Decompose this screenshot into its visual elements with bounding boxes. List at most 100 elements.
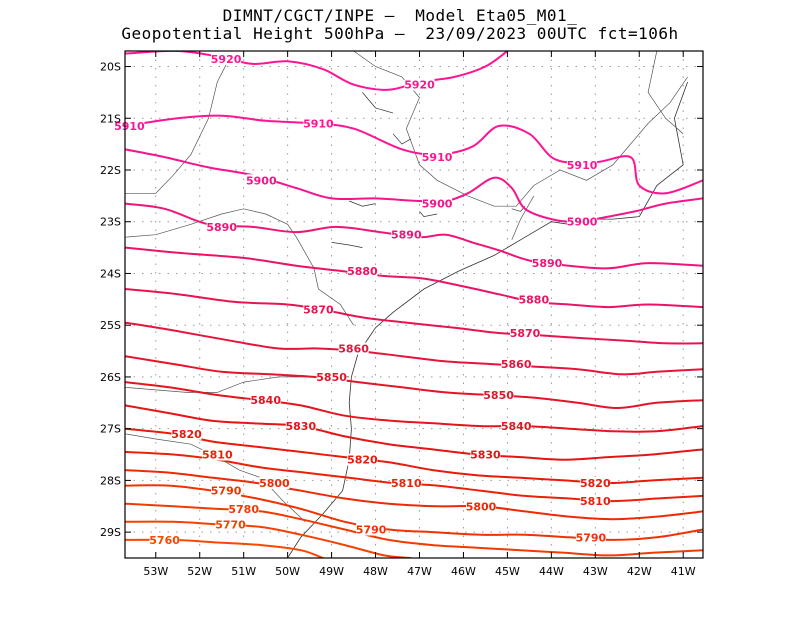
contour-label-bg: [483, 389, 514, 401]
contour-label-bg: [250, 394, 281, 407]
contour-label: 5860: [501, 358, 532, 371]
state-border: [125, 56, 231, 194]
axis-labels: 20S 21S 22S 23S 24S 25S 26S 27S 28S 29S 53W 52W 51W 5…: [100, 61, 696, 579]
contour-5880: [125, 246, 703, 309]
contour-label-bg: [391, 477, 422, 489]
contour-label-bg: [215, 518, 246, 531]
lon-label: 49W: [319, 565, 344, 578]
state-border: [125, 433, 306, 523]
contour-5770: [125, 520, 412, 558]
contour-label-bg: [114, 120, 145, 132]
contour-label-bg: [575, 531, 606, 544]
contour-label-bg: [316, 370, 347, 383]
contour-label: 5850: [316, 371, 347, 384]
contour-label: 5810: [202, 449, 233, 462]
axis-ticks: [125, 51, 703, 558]
contour-5800: [125, 469, 703, 521]
map-title-line2: Geopotential Height 500hPa – 23/09/2023 …: [121, 24, 679, 43]
contour-label: 5870: [510, 327, 541, 340]
contour-label: 5830: [285, 420, 316, 433]
contour-label: 5810: [391, 477, 422, 490]
lon-label: 44W: [539, 565, 564, 578]
contour-label-bg: [391, 228, 422, 241]
contour-label: 5820: [171, 428, 202, 441]
contour-label-bg: [567, 215, 598, 228]
contour-label-bg: [567, 158, 598, 171]
contour-label: 5890: [532, 257, 563, 270]
contour-label: 5800: [259, 477, 290, 490]
contour-label: 5840: [250, 394, 281, 407]
map-background: [125, 51, 703, 558]
contour-label: 5910: [422, 151, 453, 164]
map-title-line1: DIMNT/CGCT/INPE – Model Eta05_M01_: [222, 6, 578, 25]
contour-label-bg: [580, 477, 611, 489]
contour-labels: 5920 5920 5910 5910 5910 5910 5900 5900 5900 5890…: [114, 52, 611, 547]
lon-label: 45W: [495, 565, 520, 578]
contour-label-bg: [347, 453, 378, 466]
contour-label: 5790: [211, 485, 242, 498]
contour-label-bg: [510, 327, 540, 339]
contour-label-bg: [518, 293, 549, 306]
lon-label: 46W: [451, 565, 476, 578]
contour-label-bg: [246, 174, 277, 187]
contour-label-bg: [466, 500, 496, 513]
contour-label-bg: [347, 264, 378, 277]
contour-5860: [125, 321, 703, 376]
contour-label-bg: [532, 257, 562, 270]
lon-label: 47W: [407, 565, 432, 578]
lat-label: 26S: [100, 371, 121, 384]
reservoir-outline: [331, 242, 363, 248]
contour-label-bg: [149, 533, 180, 546]
contour-label-bg: [228, 502, 259, 515]
state-border: [647, 51, 684, 135]
contour-label: 5920: [404, 79, 435, 92]
contour-label: 5810: [580, 495, 611, 508]
contour-label-bg: [422, 151, 453, 164]
contour-label-bg: [259, 477, 290, 489]
contour-label: 5820: [580, 477, 611, 490]
lat-label: 28S: [100, 474, 121, 487]
contour-5780: [125, 502, 703, 557]
contour-label: 5820: [347, 454, 378, 467]
contour-label-bg: [356, 523, 387, 536]
contour-label-bg: [171, 427, 202, 440]
contour-label: 5900: [567, 216, 598, 229]
lon-label: 52W: [187, 565, 212, 578]
lon-label: 41W: [671, 565, 696, 578]
lon-label: 42W: [627, 565, 652, 578]
reservoir-outline: [349, 200, 376, 207]
contour-label-bg: [303, 303, 334, 316]
contour-label: 5920: [211, 53, 242, 66]
lat-label: 20S: [100, 61, 121, 74]
state-border: [125, 208, 354, 326]
contour-label-bg: [211, 52, 242, 65]
lat-label: 23S: [100, 216, 121, 229]
state-border: [353, 51, 688, 207]
contour-label: 5890: [206, 221, 237, 234]
contour-label-bg: [206, 220, 237, 233]
contour-label-bg: [285, 420, 316, 433]
contour-label-bg: [404, 78, 435, 91]
lat-label: 25S: [100, 319, 121, 332]
contour-label: 5790: [576, 531, 607, 544]
contour-label-bg: [338, 342, 369, 355]
contour-5850: [125, 355, 703, 409]
contour-label: 5870: [303, 304, 334, 317]
lat-label: 22S: [100, 164, 121, 177]
lon-label: 43W: [583, 565, 608, 578]
contour-label-bg: [501, 420, 532, 433]
contour-5910: [125, 114, 703, 195]
reservoir-outline: [362, 92, 394, 114]
contour-label: 5880: [518, 293, 549, 306]
contour-label-bg: [211, 484, 242, 497]
contour-label: 5760: [149, 534, 180, 547]
contour-label: 5880: [347, 265, 378, 278]
lon-label: 53W: [143, 565, 168, 578]
contour-label: 5850: [483, 389, 514, 402]
contour-label: 5890: [391, 229, 422, 242]
contour-5870: [125, 288, 703, 345]
lon-label: 51W: [231, 565, 256, 578]
contour-label-bg: [470, 448, 501, 461]
contour-5840: [125, 381, 703, 433]
contour-label: 5770: [215, 518, 246, 531]
